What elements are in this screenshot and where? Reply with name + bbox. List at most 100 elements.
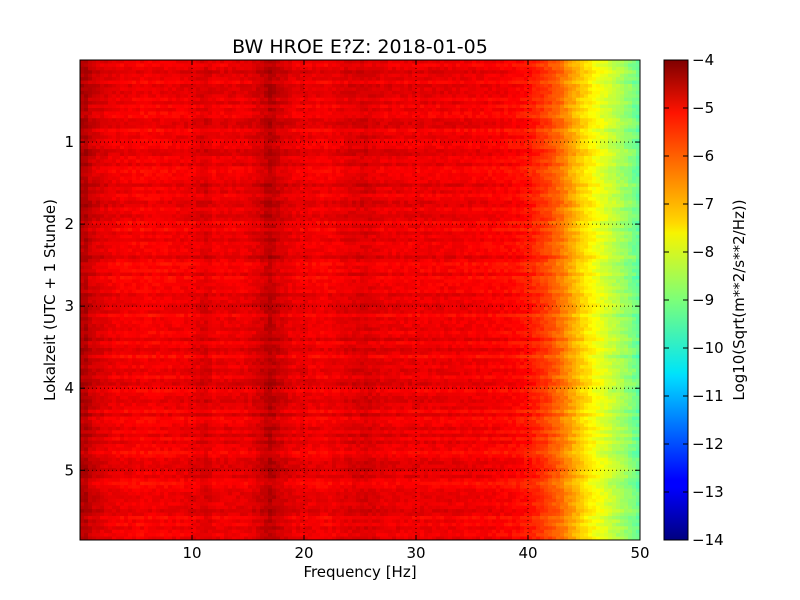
heatmap-cell: [320, 152, 325, 157]
heatmap-cell: [204, 87, 209, 92]
heatmap-cell: [320, 135, 325, 140]
heatmap-cell: [144, 111, 149, 116]
heatmap-cell: [292, 111, 297, 116]
heatmap-cell: [544, 60, 549, 65]
heatmap-cell: [136, 111, 141, 116]
heatmap-cell: [420, 138, 425, 143]
heatmap-cell: [632, 159, 637, 164]
heatmap-cell: [496, 114, 501, 119]
heatmap-cell: [172, 80, 177, 85]
heatmap-cell: [468, 90, 473, 95]
heatmap-cell: [148, 84, 153, 89]
heatmap-cell: [448, 87, 453, 92]
heatmap-cell: [176, 94, 181, 99]
heatmap-cell: [536, 73, 541, 78]
heatmap-cell: [544, 152, 549, 157]
heatmap-cell: [344, 162, 349, 167]
heatmap-cell: [232, 125, 237, 130]
heatmap-cell: [356, 173, 361, 178]
heatmap-cell: [280, 121, 285, 126]
heatmap-cell: [116, 162, 121, 167]
heatmap-cell: [276, 73, 281, 78]
heatmap-cell: [268, 142, 273, 147]
heatmap-cell: [468, 60, 473, 65]
heatmap-cell: [136, 63, 141, 68]
heatmap-cell: [220, 152, 225, 157]
heatmap-cell: [428, 132, 433, 137]
heatmap-cell: [208, 138, 213, 143]
heatmap-cell: [464, 176, 469, 181]
heatmap-cell: [468, 121, 473, 126]
heatmap-cell: [412, 142, 417, 147]
heatmap-cell: [552, 63, 557, 68]
heatmap-cell: [308, 173, 313, 178]
heatmap-cell: [200, 94, 205, 99]
heatmap-cell: [416, 156, 421, 161]
heatmap-cell: [568, 152, 573, 157]
heatmap-cell: [236, 66, 241, 71]
heatmap-cell: [80, 125, 85, 130]
heatmap-cell: [160, 142, 165, 147]
heatmap-cell: [392, 118, 397, 123]
heatmap-cell: [600, 142, 605, 147]
heatmap-cell: [312, 135, 317, 140]
heatmap-cell: [360, 135, 365, 140]
heatmap-cell: [512, 84, 517, 89]
heatmap-cell: [568, 121, 573, 126]
heatmap-cell: [448, 104, 453, 109]
heatmap-cell: [112, 166, 117, 171]
heatmap-cell: [596, 63, 601, 68]
heatmap-cell: [108, 80, 113, 85]
heatmap-cell: [92, 173, 97, 178]
heatmap-cell: [148, 97, 153, 102]
heatmap-cell: [316, 63, 321, 68]
heatmap-cell: [240, 97, 245, 102]
heatmap-cell: [556, 114, 561, 119]
heatmap-cell: [144, 94, 149, 99]
heatmap-cell: [88, 142, 93, 147]
heatmap-cell: [204, 101, 209, 106]
heatmap-cell: [376, 70, 381, 75]
heatmap-cell: [412, 114, 417, 119]
heatmap-cell: [524, 101, 529, 106]
heatmap-cell: [132, 142, 137, 147]
heatmap-cell: [440, 108, 445, 113]
heatmap-cell: [120, 97, 125, 102]
heatmap-cell: [240, 142, 245, 147]
heatmap-cell: [208, 97, 213, 102]
heatmap-cell: [448, 176, 453, 181]
heatmap-cell: [84, 94, 89, 99]
heatmap-cell: [392, 97, 397, 102]
heatmap-cell: [228, 128, 233, 133]
heatmap-cell: [120, 145, 125, 150]
heatmap-cell: [376, 114, 381, 119]
heatmap-cell: [540, 111, 545, 116]
heatmap-cell: [420, 142, 425, 147]
heatmap-cell: [140, 180, 145, 185]
heatmap-cell: [152, 173, 157, 178]
heatmap-cell: [300, 70, 305, 75]
heatmap-cell: [192, 114, 197, 119]
heatmap-cell: [188, 142, 193, 147]
heatmap-cell: [140, 138, 145, 143]
heatmap-cell: [392, 166, 397, 171]
heatmap-cell: [344, 121, 349, 126]
heatmap-cell: [164, 159, 169, 164]
heatmap-cell: [224, 70, 229, 75]
heatmap-cell: [540, 73, 545, 78]
heatmap-cell: [156, 77, 161, 82]
heatmap-cell: [216, 132, 221, 137]
heatmap-cell: [268, 80, 273, 85]
heatmap-cell: [100, 60, 105, 65]
heatmap-cell: [164, 180, 169, 185]
heatmap-cell: [428, 60, 433, 65]
heatmap-cell: [288, 145, 293, 150]
heatmap-cell: [152, 152, 157, 157]
heatmap-cell: [232, 108, 237, 113]
heatmap-cell: [84, 180, 89, 185]
heatmap-cell: [528, 114, 533, 119]
heatmap-cell: [296, 142, 301, 147]
heatmap-cell: [560, 125, 565, 130]
heatmap-cell: [204, 128, 209, 133]
heatmap-cell: [132, 87, 137, 92]
